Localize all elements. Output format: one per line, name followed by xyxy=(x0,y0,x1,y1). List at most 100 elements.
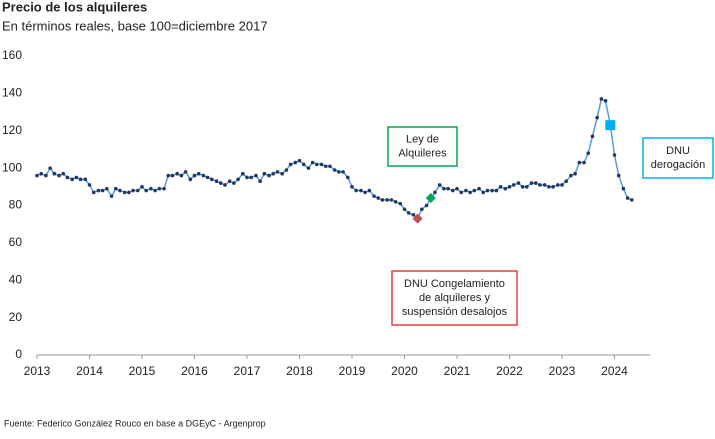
annotation-text: Ley de xyxy=(406,133,439,145)
point xyxy=(157,186,162,191)
point xyxy=(393,199,398,204)
point xyxy=(547,185,551,189)
point xyxy=(625,196,630,200)
point xyxy=(533,181,538,185)
annotation-box xyxy=(391,270,518,326)
annotation-text: de alquileres y xyxy=(419,292,490,304)
x-tick-label: 2015 xyxy=(129,364,156,378)
point xyxy=(459,190,464,195)
annotation-box xyxy=(387,126,458,167)
point xyxy=(170,173,175,178)
point xyxy=(241,171,245,176)
point xyxy=(556,183,560,187)
point xyxy=(100,188,105,193)
y-tick-label: 20 xyxy=(9,310,23,324)
point xyxy=(437,183,442,187)
point xyxy=(218,181,223,185)
point xyxy=(183,170,188,174)
point xyxy=(39,171,43,176)
point xyxy=(223,183,227,187)
point xyxy=(516,181,521,185)
point xyxy=(301,162,306,167)
point xyxy=(205,175,210,180)
point xyxy=(376,196,381,200)
point xyxy=(91,190,96,195)
point xyxy=(590,134,595,139)
point xyxy=(420,207,424,212)
y-tick-label: 80 xyxy=(9,198,23,212)
point xyxy=(455,186,459,191)
point xyxy=(315,162,319,167)
point xyxy=(323,164,328,169)
point xyxy=(586,151,591,155)
point xyxy=(44,173,48,178)
point xyxy=(468,190,472,195)
point xyxy=(350,185,354,189)
point xyxy=(35,173,39,178)
point xyxy=(380,198,385,202)
point xyxy=(569,173,573,178)
point xyxy=(267,173,271,178)
point xyxy=(411,213,416,217)
point xyxy=(153,188,157,193)
point xyxy=(131,188,135,193)
point xyxy=(525,185,529,189)
x-tick-label: 2019 xyxy=(339,364,366,378)
point xyxy=(424,203,429,208)
point xyxy=(490,188,494,193)
point xyxy=(442,186,446,191)
point xyxy=(503,186,508,191)
chart-title: Precio de los alquileres xyxy=(2,0,147,14)
point xyxy=(258,179,262,184)
point xyxy=(363,190,367,195)
annotation-text: DNU Congelamiento xyxy=(404,278,505,290)
point xyxy=(78,177,83,182)
point xyxy=(144,188,148,193)
point xyxy=(83,177,88,182)
annotation-text: suspensión desalojos xyxy=(402,306,508,318)
point xyxy=(192,173,197,178)
point xyxy=(446,186,450,191)
point xyxy=(162,186,166,191)
y-tick-label: 120 xyxy=(2,123,22,137)
point xyxy=(236,177,240,182)
x-tick-label: 2021 xyxy=(444,364,471,378)
annotation-text: Alquileres xyxy=(398,147,447,159)
point xyxy=(105,186,109,191)
point xyxy=(254,173,258,178)
point xyxy=(284,168,289,172)
x-tick-label: 2022 xyxy=(496,364,523,378)
point xyxy=(175,171,179,176)
point xyxy=(354,188,359,193)
point xyxy=(196,171,201,176)
point xyxy=(96,188,101,193)
point xyxy=(406,211,411,215)
line xyxy=(36,97,633,220)
highlight-marker xyxy=(605,120,616,131)
point xyxy=(52,171,57,176)
annotation-text: DNU xyxy=(666,145,690,157)
x-tick-label: 2013 xyxy=(24,364,51,378)
point xyxy=(271,171,276,176)
point xyxy=(262,171,267,176)
point xyxy=(118,188,122,193)
point xyxy=(359,188,363,193)
point xyxy=(140,185,144,189)
point xyxy=(48,166,52,170)
point xyxy=(542,183,547,187)
point xyxy=(113,186,118,191)
point xyxy=(564,179,568,184)
point xyxy=(310,160,315,165)
point xyxy=(122,190,127,195)
point xyxy=(582,160,586,165)
x-tick-label: 2016 xyxy=(181,364,208,378)
y-tick-label: 0 xyxy=(15,347,22,361)
point xyxy=(249,175,253,180)
chart-subtitle: En términos reales, base 100=diciembre 2… xyxy=(2,18,268,33)
x-tick-label: 2018 xyxy=(286,364,313,378)
point xyxy=(372,194,376,198)
point xyxy=(485,188,490,193)
point xyxy=(398,201,403,206)
point xyxy=(603,99,608,103)
